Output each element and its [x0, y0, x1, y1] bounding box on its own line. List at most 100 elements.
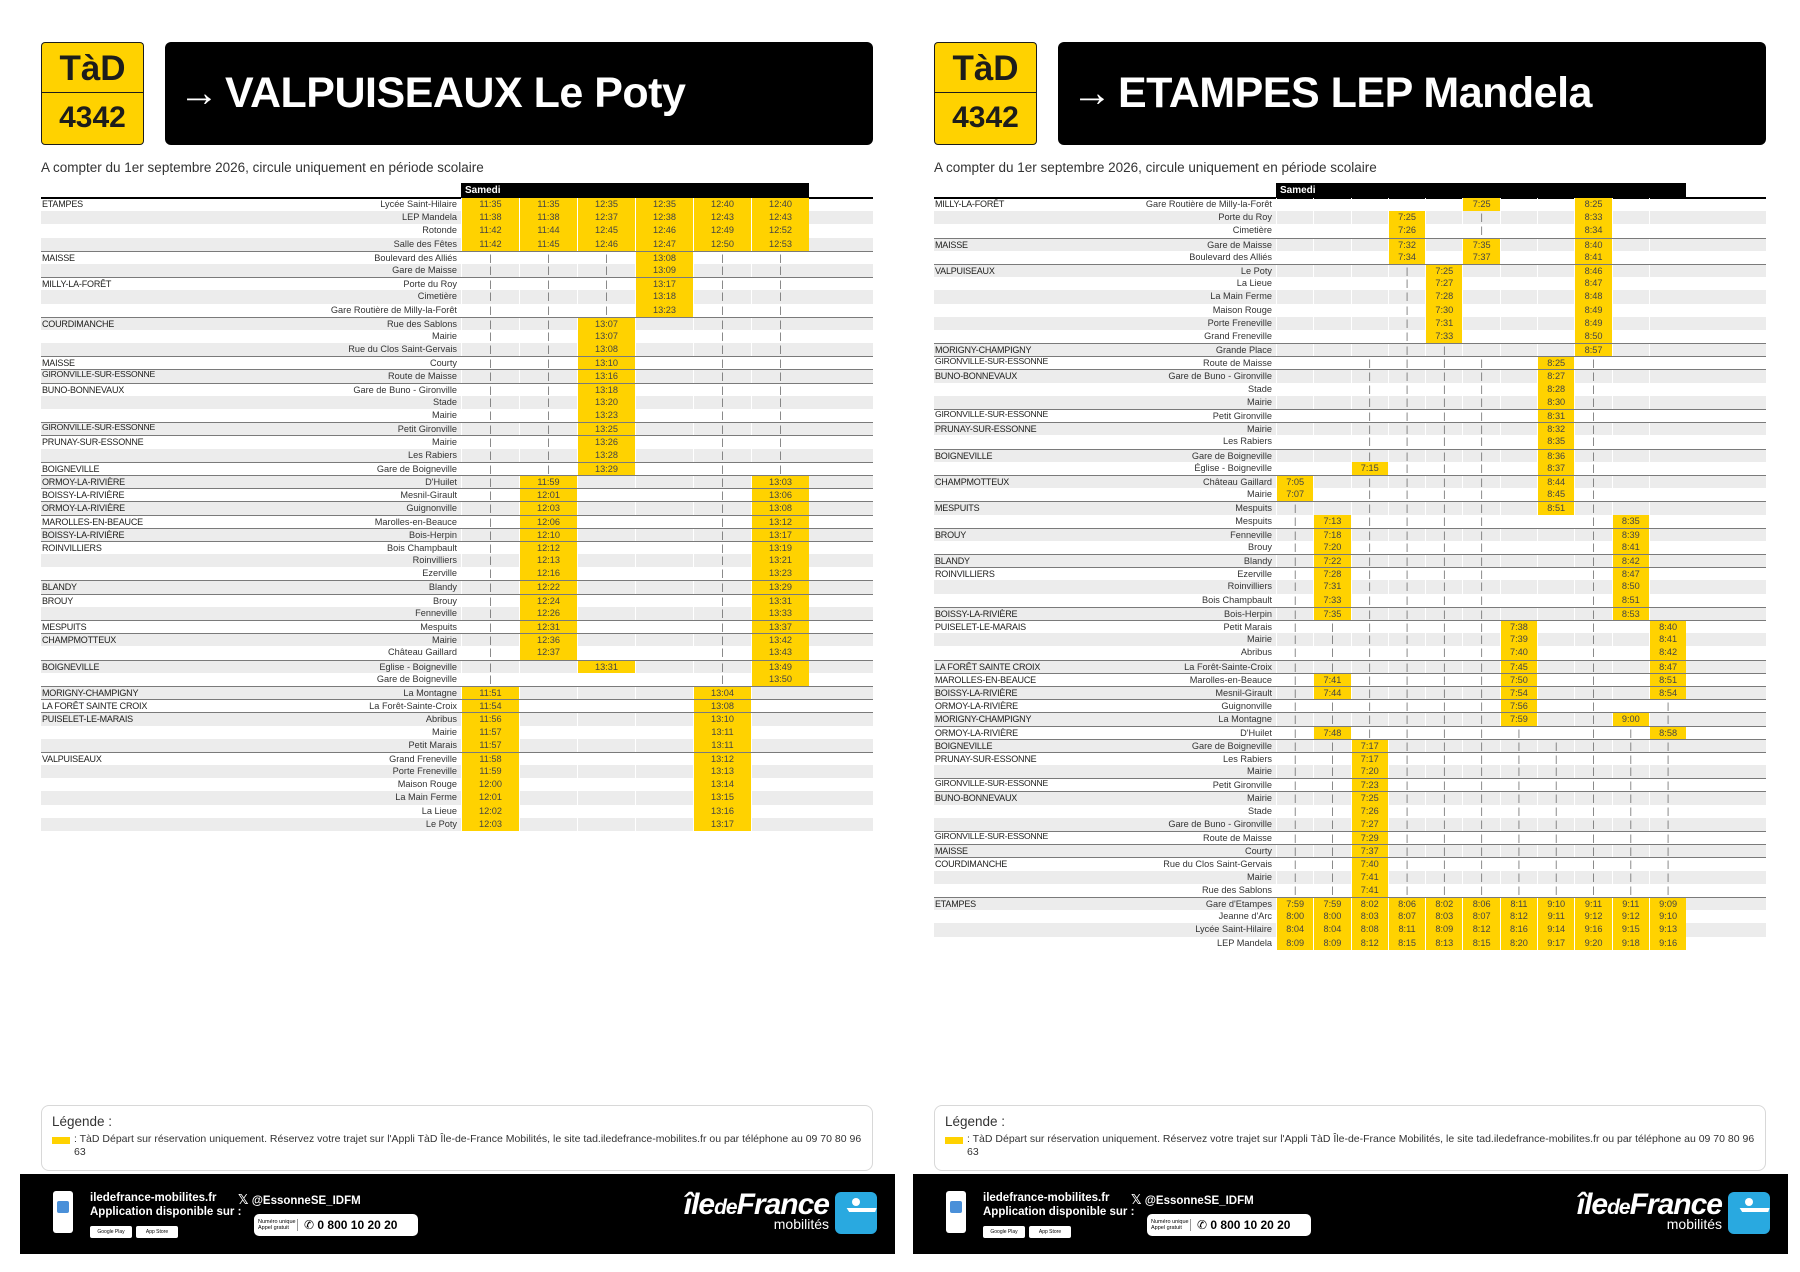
idfm-logo: îledeFrance mobilités	[1576, 1188, 1723, 1232]
time-cell: |	[693, 383, 751, 396]
departure-time: 7:32	[1387, 238, 1426, 251]
time-cell: |	[1462, 475, 1499, 489]
commune-name	[41, 791, 171, 804]
departure-time: 13:18	[577, 383, 635, 396]
footer-website[interactable]: iledefrance-mobilites.fr	[983, 1192, 1110, 1204]
time-cell	[1537, 277, 1574, 291]
time-cell: |	[519, 448, 577, 462]
departure-time: 8:25	[1574, 198, 1612, 212]
stop-name: Stade	[1247, 383, 1272, 394]
stop-name: Maison Rouge	[1212, 304, 1272, 315]
timetable: Samedi MILLY-LA-FORÊT Gare Routière de Mi…	[934, 183, 1766, 950]
time-cell: |	[1313, 633, 1350, 647]
footer-website[interactable]: iledefrance-mobilites.fr	[90, 1192, 217, 1204]
departure-time: 7:26	[1387, 224, 1426, 238]
commune-name: MORIGNY-CHAMPIGNY	[935, 345, 1032, 356]
departure-time: 11:57	[461, 738, 519, 752]
time-cell	[1499, 580, 1537, 594]
time-cell	[1276, 316, 1313, 330]
app-store-badge[interactable]: App Store	[136, 1226, 178, 1238]
time-cell	[1462, 290, 1499, 304]
time-cell: |	[693, 515, 751, 528]
time-cell: |	[1276, 621, 1313, 634]
time-cell: |	[1611, 832, 1649, 845]
departure-time: 8:12	[1350, 936, 1388, 950]
commune-name: GIRONVILLE-SUR-ESSONNE	[935, 409, 1049, 419]
time-cell	[1425, 238, 1462, 251]
time-cell	[1611, 303, 1649, 317]
commune-name: BOIGNEVILLE	[935, 740, 993, 751]
time-cell	[577, 765, 635, 779]
departure-time: 7:31	[1313, 580, 1351, 594]
time-cell: |	[693, 303, 751, 317]
google-play-badge[interactable]: Google Play	[90, 1226, 132, 1238]
departure-time: 12:10	[519, 528, 577, 541]
x-account[interactable]: 𝕏 @EssonneSE_IDFM	[1131, 1192, 1254, 1208]
stop-name: Mairie	[431, 330, 457, 341]
stop-name: Gare de Boigneville	[1191, 450, 1272, 461]
time-cell: |	[1611, 804, 1649, 818]
departure-time: 7:25	[1387, 211, 1426, 225]
timetable-panel-etampes: TàD 4342 → ETAMPES LEP Mandela A compter…	[913, 0, 1788, 1272]
departure-time: 7:07	[1276, 488, 1314, 502]
time-cell: |	[1425, 514, 1462, 528]
time-cell: |	[461, 528, 519, 541]
time-cell	[577, 713, 635, 726]
commune-name: ROINVILLIERS	[42, 542, 102, 553]
departure-time: 7:17	[1350, 739, 1388, 752]
time-cell: |	[1387, 370, 1425, 383]
time-cell	[1537, 726, 1574, 739]
time-cell: |	[693, 528, 751, 541]
departure-time: 8:42	[1648, 646, 1687, 660]
table-row: La Main Ferme | 7:28 8:48	[934, 290, 1766, 304]
time-cell	[1611, 290, 1649, 304]
time-cell	[1276, 449, 1313, 462]
commune-name: CHAMPMOTTEUX	[935, 476, 1010, 487]
time-cell	[635, 672, 693, 686]
app-store-badge[interactable]: App Store	[1029, 1226, 1071, 1238]
departure-time: 8:35	[1611, 514, 1649, 528]
time-cell	[1313, 435, 1350, 449]
time-cell	[635, 343, 693, 357]
stop-name: Petit Marais	[1223, 622, 1272, 632]
time-cell	[577, 752, 635, 766]
time-cell	[1462, 277, 1499, 291]
departure-time: 13:21	[751, 554, 809, 568]
table-row: La Lieue | 7:27 8:47	[934, 277, 1766, 291]
time-cell	[635, 329, 693, 344]
departure-time: 12:50	[693, 237, 751, 251]
stop-name: La Montagne	[1218, 714, 1272, 725]
commune-name: MORIGNY-CHAMPIGNY	[42, 687, 139, 698]
tad-badge: TàD 4342	[934, 42, 1037, 145]
time-cell	[1499, 528, 1537, 541]
time-cell	[1350, 344, 1388, 357]
time-cell	[1276, 211, 1313, 225]
time-cell	[1425, 250, 1462, 264]
table-row: GIRONVILLE-SUR-ESSONNE Route de Maisse | | |…	[934, 356, 1766, 370]
departure-time: 7:27	[1425, 277, 1463, 291]
legend-text: : TàD Départ sur réservation uniquement.…	[74, 1133, 862, 1158]
time-cell: |	[1350, 488, 1388, 502]
x-account[interactable]: 𝕏 @EssonneSE_IDFM	[238, 1192, 361, 1208]
table-row: Cimetière | | | 13:18 | |	[41, 290, 873, 304]
time-cell	[1648, 540, 1686, 555]
timetable: Samedi ETAMPES Lycée Saint-Hilaire 11:35 11…	[41, 183, 873, 831]
time-cell	[1499, 568, 1537, 581]
time-cell: |	[1499, 817, 1537, 831]
time-cell: |	[1537, 765, 1574, 779]
time-cell	[1499, 264, 1537, 278]
google-play-badge[interactable]: Google Play	[983, 1226, 1025, 1238]
time-cell: |	[1387, 514, 1425, 528]
commune-name: BLANDY	[935, 556, 970, 567]
stop-name: Courty	[429, 358, 457, 369]
time-cell: |	[1574, 700, 1611, 713]
departure-time: 13:23	[635, 303, 693, 317]
table-row: Les Rabiers | | 13:28 | |	[41, 448, 873, 462]
departure-time: 11:56	[461, 713, 519, 726]
time-cell	[751, 686, 809, 700]
departure-time: 11:38	[519, 211, 577, 225]
table-row: Roinvilliers | 12:13 | 13:21	[41, 554, 873, 568]
departure-time: 12:46	[635, 224, 693, 238]
time-cell: |	[461, 370, 519, 383]
time-cell: |	[1276, 540, 1313, 555]
